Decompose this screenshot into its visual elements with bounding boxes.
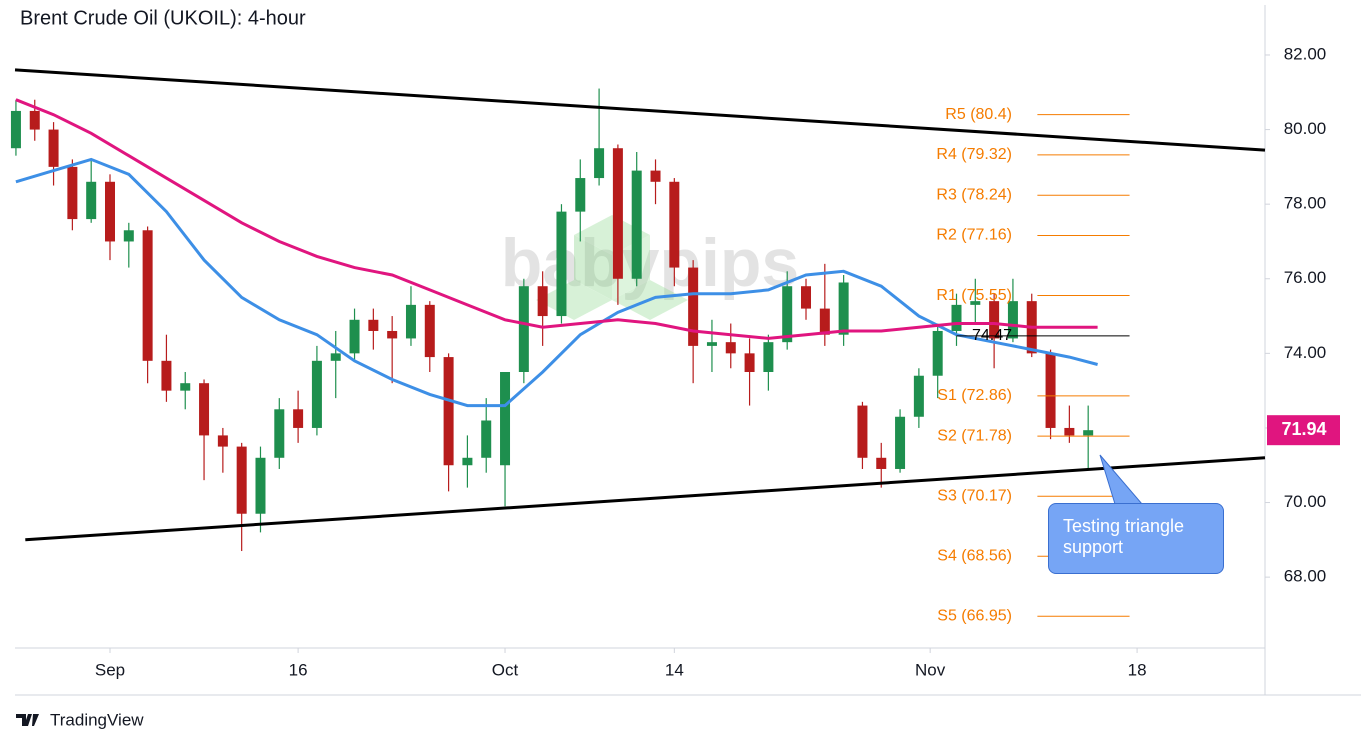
- candle-body: [1083, 430, 1094, 436]
- candle-body: [462, 457, 473, 466]
- brand: TradingView: [50, 710, 144, 729]
- candle-body: [274, 409, 285, 458]
- candle-body: [104, 181, 115, 242]
- candle-body: [349, 319, 360, 354]
- pivot-label: S1 (72.86): [937, 387, 1012, 404]
- candle-body: [989, 301, 1000, 339]
- candle-body: [782, 286, 793, 343]
- candle-body: [311, 360, 322, 428]
- candle-body: [594, 148, 605, 179]
- candle-body: [688, 267, 699, 346]
- pivot-label: R2 (77.16): [936, 227, 1012, 244]
- pivot-label: R4 (79.32): [936, 146, 1012, 163]
- candle-body: [293, 409, 304, 428]
- candle-body: [236, 446, 247, 514]
- candle-body: [706, 342, 717, 346]
- candle-body: [801, 286, 812, 309]
- candle-body: [725, 342, 736, 354]
- callout: Testing triangle support: [1048, 503, 1224, 574]
- candle-body: [255, 457, 266, 514]
- candle-body: [970, 301, 981, 305]
- x-tick-label: 18: [1128, 660, 1147, 679]
- candle-body: [161, 360, 172, 391]
- candle-body: [951, 304, 962, 331]
- x-tick-label: 16: [289, 660, 308, 679]
- candle-body: [330, 353, 341, 361]
- candle-body: [67, 166, 78, 220]
- pivot-label: R5 (80.4): [945, 106, 1012, 123]
- y-tick-label: 80.00: [1284, 119, 1327, 138]
- chart-title: Brent Crude Oil (UKOIL): 4-hour: [20, 7, 306, 29]
- candle-body: [932, 330, 943, 376]
- candle-body: [29, 110, 40, 130]
- candle-body: [819, 308, 830, 335]
- candle-body: [123, 230, 134, 242]
- candle-body: [876, 457, 887, 469]
- y-tick-label: 68.00: [1284, 567, 1327, 586]
- candle-body: [1045, 353, 1056, 428]
- pivot-label: 74.47: [972, 327, 1012, 344]
- x-tick-label: Sep: [95, 660, 125, 679]
- candle-body: [537, 286, 548, 317]
- candle-body: [86, 181, 97, 220]
- candle-body: [199, 383, 210, 436]
- pivot-label: S4 (68.56): [937, 547, 1012, 564]
- candle-body: [48, 129, 59, 167]
- trendline: [25, 456, 1266, 542]
- candle-body: [142, 230, 153, 361]
- candle-body: [913, 375, 924, 417]
- candle-body: [556, 211, 567, 317]
- candle-body: [1064, 427, 1075, 436]
- trendline: [14, 68, 1266, 152]
- pivot-label: R1 (75.55): [936, 287, 1012, 304]
- candle-body: [10, 110, 21, 149]
- candle-body: [895, 416, 906, 469]
- watermark: babypips: [501, 225, 800, 301]
- candle-body: [500, 372, 511, 466]
- y-tick-label: 76.00: [1284, 268, 1327, 287]
- tradingview-logo: [16, 714, 39, 726]
- candle-body: [857, 405, 868, 458]
- pivot-label: S5 (66.95): [937, 608, 1012, 625]
- candle-body: [744, 353, 755, 373]
- candle-body: [838, 282, 849, 335]
- x-tick-label: Nov: [915, 660, 946, 679]
- candle-body: [424, 304, 435, 358]
- candle-body: [405, 304, 416, 339]
- candle-body: [612, 148, 623, 279]
- candle-body: [518, 286, 529, 373]
- candle-body: [650, 170, 661, 182]
- y-tick-label: 74.00: [1284, 343, 1327, 362]
- last-price-label: 71.94: [1281, 419, 1326, 439]
- moving-average: [15, 157, 1098, 408]
- candle-body: [387, 330, 398, 339]
- candle-body: [763, 342, 774, 373]
- candle-body: [443, 357, 454, 466]
- x-tick-label: 14: [665, 660, 684, 679]
- candle-body: [575, 178, 586, 212]
- y-tick-label: 78.00: [1284, 194, 1327, 213]
- candle-body: [217, 435, 228, 447]
- candle-body: [631, 170, 642, 279]
- moving-average: [15, 98, 1098, 340]
- candle-body: [180, 383, 191, 391]
- candle-body: [368, 319, 379, 331]
- candle-body: [669, 181, 680, 268]
- pivot-label: S2 (71.78): [937, 427, 1012, 444]
- last-price-box: [1267, 415, 1340, 446]
- candle-body: [481, 420, 492, 458]
- pivot-label: S3 (70.17): [937, 487, 1012, 504]
- candle-body: [1007, 301, 1018, 339]
- pivot-label: R3 (78.24): [936, 186, 1012, 203]
- y-tick-label: 82.00: [1284, 44, 1327, 63]
- x-tick-label: Oct: [492, 660, 519, 679]
- y-tick-label: 70.00: [1284, 492, 1327, 511]
